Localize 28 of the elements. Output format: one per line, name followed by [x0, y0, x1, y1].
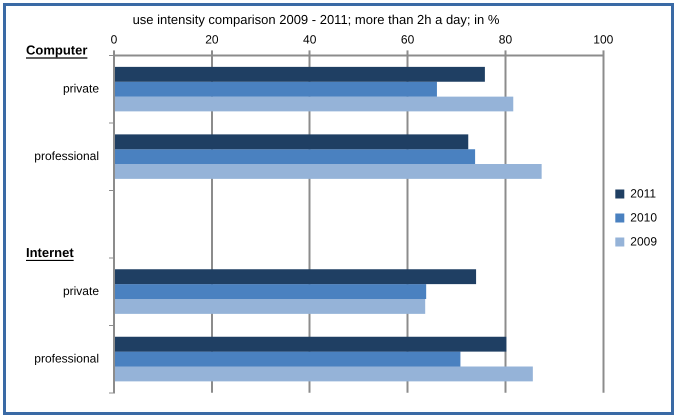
- bar: [115, 336, 506, 352]
- bar: [115, 134, 468, 150]
- bar: [115, 96, 514, 112]
- bar: [115, 82, 437, 97]
- bar: [115, 284, 426, 300]
- y-tick-label: professional: [34, 148, 99, 163]
- bar: [115, 66, 485, 82]
- x-tick-label: 0: [110, 32, 118, 47]
- bar: [115, 164, 542, 179]
- y-tick-label: professional: [34, 351, 99, 366]
- legend-label: 2009: [630, 234, 658, 248]
- legend-label: 2011: [630, 186, 656, 200]
- bar: [115, 352, 460, 366]
- bar: [115, 299, 426, 314]
- bar: [115, 149, 476, 164]
- text: Internet: [26, 244, 74, 260]
- x-tick-label: 40: [303, 32, 317, 47]
- x-tick-label: 60: [400, 32, 415, 47]
- x-tick-label: 20: [205, 32, 219, 47]
- text: Computer: [26, 42, 88, 58]
- x-tick-label: 100: [593, 32, 614, 47]
- y-tick-label: private: [62, 284, 100, 298]
- x-tick-label: 80: [498, 32, 512, 47]
- bar: [115, 366, 533, 382]
- bar: [115, 269, 476, 284]
- chart-title: use intensity comparison 2009 - 2011; more than 2h a day; in %: [132, 12, 500, 27]
- legend-label: 2010: [630, 210, 658, 224]
- y-tick-label: private: [62, 81, 100, 96]
